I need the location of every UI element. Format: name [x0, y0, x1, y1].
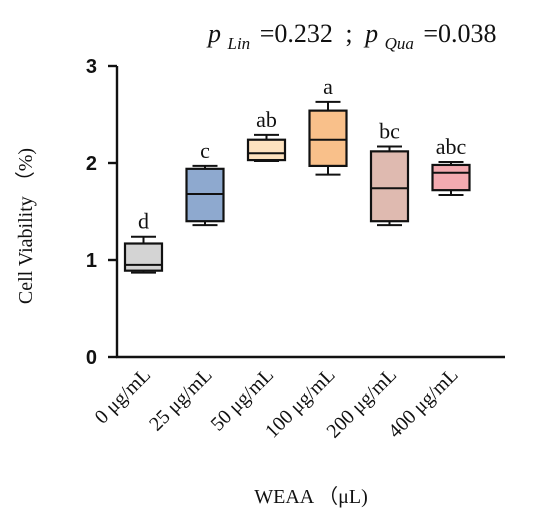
box-5	[431, 161, 471, 197]
box-2	[246, 133, 287, 163]
box-iqr	[431, 163, 471, 192]
p-qua-value: =0.038	[423, 19, 496, 48]
box-4	[369, 145, 410, 227]
box-iqr	[246, 138, 287, 162]
stats-annotation: p Lin =0.232 ; p Qua =0.038	[206, 19, 497, 55]
boxes	[123, 100, 471, 274]
p-lin-symbol: p	[206, 19, 221, 48]
box-3	[308, 100, 348, 176]
y-tick-label: 1	[86, 250, 97, 272]
y-ticks: 0 1 2 3	[86, 56, 117, 369]
y-tick-label: 0	[86, 347, 97, 369]
x-axis-title: WEAA （μL)	[254, 485, 367, 508]
x-tick-label: 25 μg/mL	[145, 364, 216, 435]
box-iqr	[369, 150, 410, 223]
p-qua-symbol: p	[363, 19, 378, 48]
y-tick-label: 3	[86, 56, 97, 78]
significance-letter: bc	[379, 119, 400, 144]
p-qua-subscript: Qua	[385, 34, 414, 53]
box-iqr	[308, 109, 348, 168]
p-lin-value: =0.232	[260, 19, 333, 48]
y-tick-label: 2	[86, 153, 97, 175]
box-0	[123, 235, 164, 274]
significance-letter: c	[200, 138, 210, 163]
significance-letter: d	[138, 209, 149, 234]
stats-separator: ;	[345, 19, 352, 48]
y-axis-title: Cell Viability （%)	[14, 148, 37, 304]
significance-letter: abc	[436, 134, 467, 159]
box-iqr	[123, 242, 164, 272]
significance-letter: ab	[256, 107, 277, 132]
significance-letter: a	[323, 74, 333, 99]
p-lin-subscript: Lin	[227, 34, 251, 53]
box-1	[185, 164, 225, 227]
